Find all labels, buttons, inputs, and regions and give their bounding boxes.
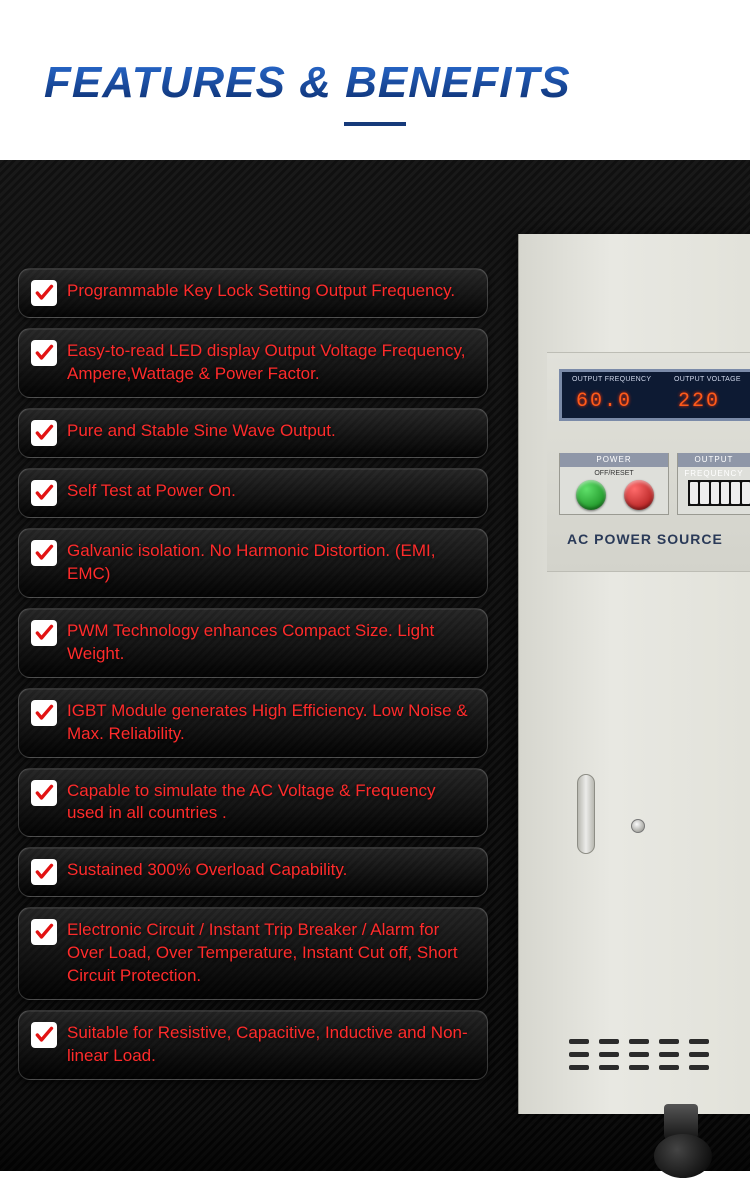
feature-text: Sustained 300% Overload Capability. xyxy=(67,859,347,882)
title-underline xyxy=(344,122,406,126)
check-icon xyxy=(31,420,57,446)
feature-item: Capable to simulate the AC Voltage & Fre… xyxy=(18,768,488,838)
display-label-voltage: OUTPUT VOLTAGE xyxy=(674,376,741,383)
equipment-cabinet: OUTPUT FREQUENCY OUTPUT VOLTAGE 60.0 220… xyxy=(518,234,750,1114)
feature-item: Programmable Key Lock Setting Output Fre… xyxy=(18,268,488,318)
door-handle[interactable] xyxy=(577,774,595,854)
feature-text: Electronic Circuit / Instant Trip Breake… xyxy=(67,919,473,988)
check-icon xyxy=(31,919,57,945)
ac-power-source-label: AC POWER SOURCE xyxy=(567,531,750,547)
header: FEATURES & BENEFITS xyxy=(0,0,750,144)
check-icon xyxy=(31,780,57,806)
feature-text: IGBT Module generates High Efficiency. L… xyxy=(67,700,473,746)
display-label-frequency: OUTPUT FREQUENCY xyxy=(572,376,651,383)
feature-item: Suitable for Resistive, Capacitive, Indu… xyxy=(18,1010,488,1080)
feature-item: Electronic Circuit / Instant Trip Breake… xyxy=(18,907,488,1000)
check-icon xyxy=(31,700,57,726)
dip-switches[interactable] xyxy=(688,480,750,506)
display-value-voltage: 220 xyxy=(678,390,720,413)
power-off-button[interactable] xyxy=(624,480,654,510)
power-box: POWER OFF/RESET xyxy=(559,453,669,515)
feature-text: Programmable Key Lock Setting Output Fre… xyxy=(67,280,455,303)
feature-text: Capable to simulate the AC Voltage & Fre… xyxy=(67,780,473,826)
check-icon xyxy=(31,280,57,306)
check-icon xyxy=(31,340,57,366)
feature-item: IGBT Module generates High Efficiency. L… xyxy=(18,688,488,758)
feature-text: Self Test at Power On. xyxy=(67,480,236,503)
feature-item: Galvanic isolation. No Harmonic Distorti… xyxy=(18,528,488,598)
check-icon xyxy=(31,1022,57,1048)
check-icon xyxy=(31,859,57,885)
feature-item: Easy-to-read LED display Output Voltage … xyxy=(18,328,488,398)
led-display: OUTPUT FREQUENCY OUTPUT VOLTAGE 60.0 220 xyxy=(559,369,750,421)
controls-row: POWER OFF/RESET OUTPUT FREQUENCY xyxy=(559,453,750,523)
feature-item: Sustained 300% Overload Capability. xyxy=(18,847,488,897)
power-on-button[interactable] xyxy=(576,480,606,510)
feature-text: Suitable for Resistive, Capacitive, Indu… xyxy=(67,1022,473,1068)
output-frequency-box: OUTPUT FREQUENCY xyxy=(677,453,750,515)
floor-shadow xyxy=(0,1111,750,1171)
caster-wheel xyxy=(646,1104,720,1178)
control-panel: OUTPUT FREQUENCY OUTPUT VOLTAGE 60.0 220… xyxy=(547,352,750,572)
dark-background: Programmable Key Lock Setting Output Fre… xyxy=(0,160,750,1171)
display-value-frequency: 60.0 xyxy=(576,390,632,413)
feature-item: Pure and Stable Sine Wave Output. xyxy=(18,408,488,458)
ventilation-slots xyxy=(569,1039,709,1070)
feature-item: PWM Technology enhances Compact Size. Li… xyxy=(18,608,488,678)
power-box-sublabel: OFF/RESET xyxy=(560,470,668,477)
check-icon xyxy=(31,620,57,646)
power-box-title: POWER xyxy=(560,453,668,467)
feature-text: PWM Technology enhances Compact Size. Li… xyxy=(67,620,473,666)
page-title: FEATURES & BENEFITS xyxy=(44,58,571,108)
caster-wheel-tire xyxy=(654,1134,712,1178)
check-icon xyxy=(31,480,57,506)
door-keyhole[interactable] xyxy=(631,819,645,833)
feature-text: Galvanic isolation. No Harmonic Distorti… xyxy=(67,540,473,586)
feature-text: Pure and Stable Sine Wave Output. xyxy=(67,420,336,443)
freq-box-title: OUTPUT FREQUENCY xyxy=(678,453,750,467)
feature-text: Easy-to-read LED display Output Voltage … xyxy=(67,340,473,386)
feature-item: Self Test at Power On. xyxy=(18,468,488,518)
check-icon xyxy=(31,540,57,566)
features-list: Programmable Key Lock Setting Output Fre… xyxy=(18,268,488,1080)
